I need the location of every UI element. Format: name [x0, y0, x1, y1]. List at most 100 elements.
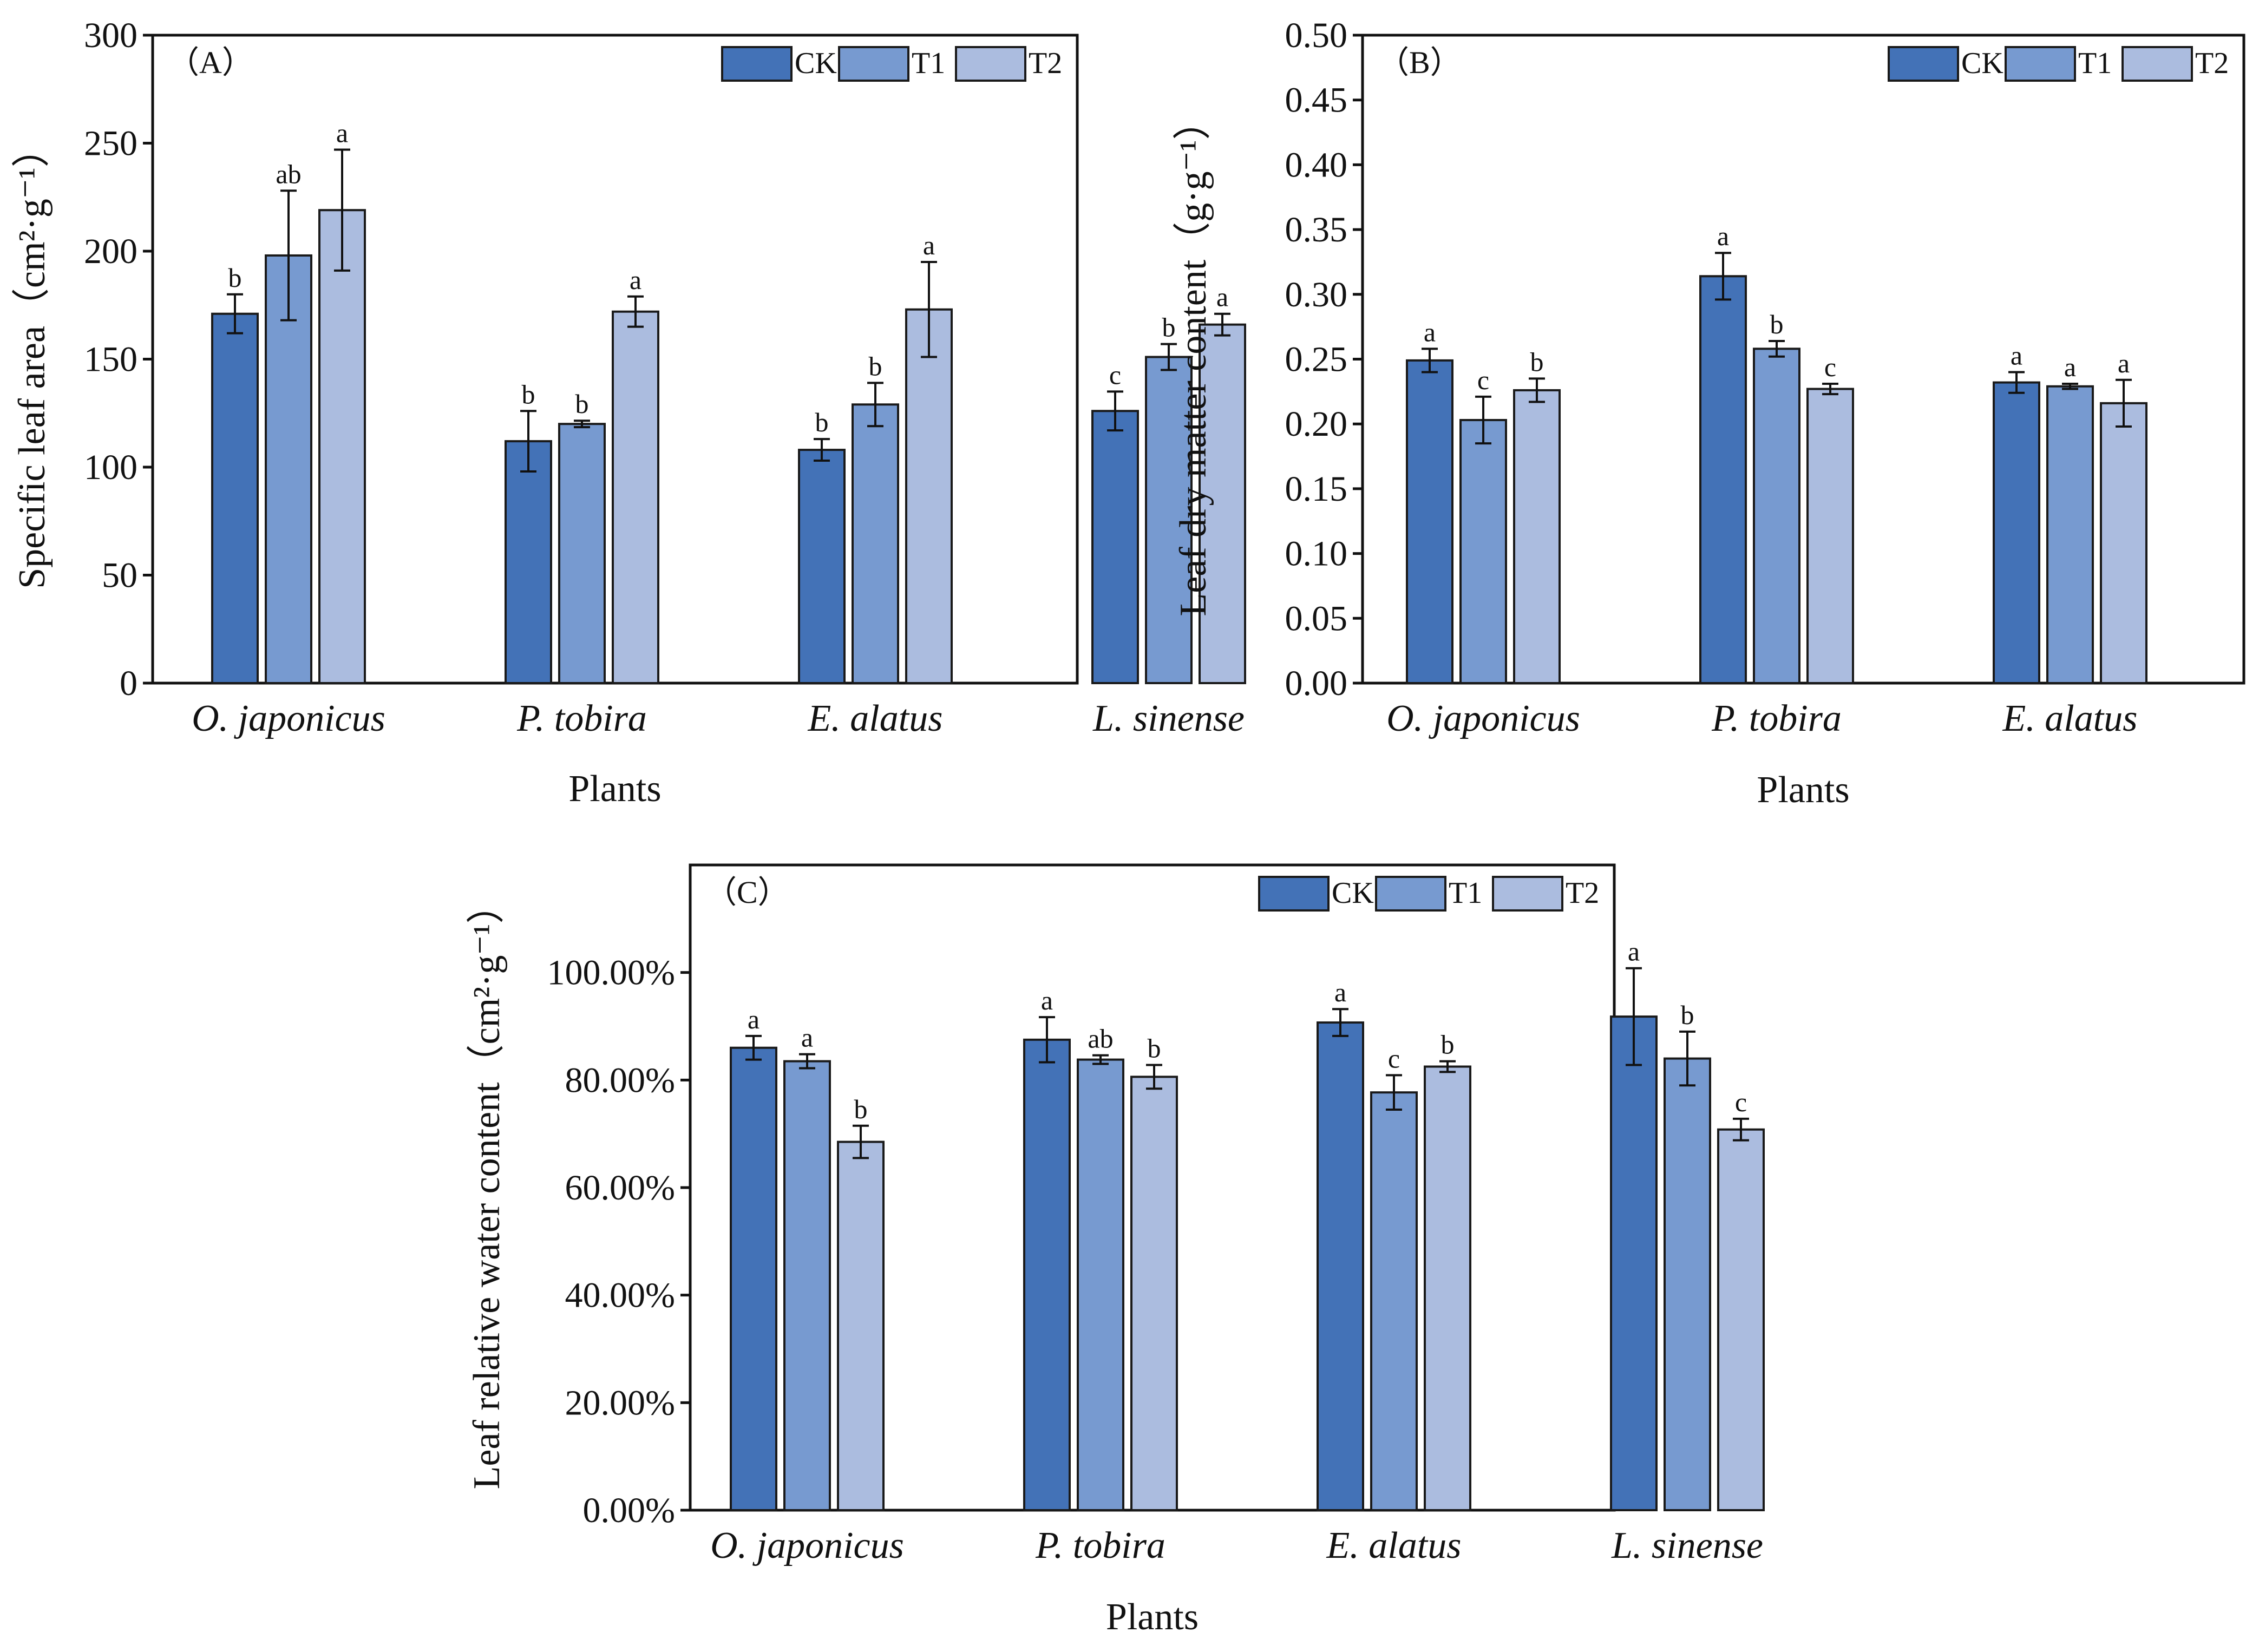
- significance-letter: a: [336, 117, 348, 148]
- x-axis-title: Plants: [1106, 1596, 1199, 1638]
- legend-label-t1: T1: [1449, 876, 1482, 910]
- legend-swatch-t1: [838, 46, 909, 82]
- legend-swatch-ck: [721, 46, 793, 82]
- chart-panel-b: 0.00 0.05 0.10 0.15 0.20 0.25 0.30 0.35 0.40 0.45…: [1173, 16, 2245, 811]
- significance-letter: b: [1681, 1000, 1694, 1030]
- bar-t1: [2046, 385, 2094, 684]
- y-tick-label: 0.20: [1285, 404, 1348, 444]
- x-tick-label: O. japonicus: [192, 698, 385, 739]
- significance-letter: b: [1530, 346, 1544, 377]
- legend-swatch-t2: [955, 46, 1026, 82]
- y-tick-label: 300: [84, 16, 137, 55]
- y-tick-label: 60.00%: [565, 1168, 675, 1208]
- bar-ck: [730, 1046, 777, 1511]
- y-axis-title: Specific leaf area（cm²·g⁻¹）: [11, 129, 53, 589]
- significance-letter: b: [522, 379, 535, 409]
- bar-t2: [612, 310, 659, 684]
- significance-letter: a: [630, 265, 641, 295]
- y-axis-title: Leaf dry matter content（g·g⁻¹）: [1173, 102, 1214, 616]
- x-axis-title: Plants: [568, 768, 661, 810]
- y-tick-label: 0: [120, 664, 137, 703]
- y-tick-label: 0.35: [1285, 210, 1348, 250]
- significance-letter: c: [1824, 352, 1836, 382]
- panel-label: （C）: [705, 875, 789, 910]
- significance-letter: a: [801, 1022, 813, 1053]
- legend-swatch-t2: [2122, 46, 2193, 82]
- legend-swatch-t2: [1492, 876, 1563, 912]
- y-tick-label: 0.30: [1285, 275, 1348, 314]
- significance-letter: b: [575, 389, 589, 419]
- y-tick-label: 150: [84, 340, 137, 379]
- bar-ck: [1406, 359, 1453, 684]
- bar-t1: [265, 254, 312, 685]
- bar-t2: [1424, 1065, 1471, 1511]
- bar-t2: [837, 1140, 885, 1511]
- y-tick-label: 0.40: [1285, 145, 1348, 185]
- x-tick-label: P. tobira: [516, 698, 647, 739]
- y-tick-label: 0.15: [1285, 469, 1348, 509]
- x-axis-title: Plants: [1757, 769, 1849, 811]
- significance-letter: c: [1109, 359, 1121, 390]
- y-tick-label: 80.00%: [565, 1060, 675, 1100]
- legend-swatch-t1: [2005, 46, 2076, 82]
- bar-ck: [1091, 410, 1139, 684]
- bar-t1: [783, 1060, 831, 1511]
- bar-t2: [1717, 1128, 1765, 1511]
- bar-t1: [1753, 348, 1800, 684]
- x-tick-label: E. alatus: [808, 698, 943, 739]
- bar-ck: [1023, 1038, 1071, 1512]
- legend-label-ck: CK: [1332, 876, 1374, 910]
- significance-letter: c: [1735, 1087, 1747, 1117]
- y-tick-label: 0.25: [1285, 340, 1348, 379]
- significance-letter: a: [1424, 317, 1436, 347]
- y-tick-label: 200: [84, 232, 137, 271]
- bar-ck: [1993, 381, 2040, 684]
- bar-ck: [505, 440, 552, 684]
- x-tick-label: L. sinense: [1092, 698, 1245, 739]
- bar-t1: [1145, 356, 1193, 684]
- bar-t1: [1370, 1091, 1418, 1512]
- significance-letter: a: [1628, 936, 1640, 967]
- bar-t2: [1199, 323, 1246, 684]
- panel-label: （A）: [168, 45, 253, 80]
- bar-ck: [1317, 1021, 1364, 1511]
- legend: CK T1 T2: [1258, 876, 1599, 912]
- x-tick-label: O. japonicus: [710, 1525, 904, 1566]
- significance-letter: b: [1441, 1030, 1455, 1060]
- y-tick-label: 20.00%: [565, 1383, 675, 1422]
- bar-ck: [798, 449, 846, 685]
- bar-ck: [1610, 1015, 1658, 1511]
- bar-t1: [1459, 419, 1507, 684]
- legend-label-t2: T2: [2195, 47, 2229, 80]
- x-tick-label: P. tobira: [1711, 698, 1842, 739]
- legend-label-t2: T2: [1566, 876, 1599, 910]
- x-tick-label: E. alatus: [1326, 1525, 1462, 1566]
- y-tick-label: 50: [102, 556, 137, 595]
- bar-t2: [905, 308, 953, 684]
- y-tick-label: 0.45: [1285, 81, 1348, 120]
- significance-letter: a: [748, 1004, 759, 1034]
- y-tick-label: 0.05: [1285, 599, 1348, 638]
- chart-panel-c: 0.00%20.00%40.00%60.00%80.00%100.00%aabO…: [466, 863, 1765, 1638]
- y-tick-label: 0.10: [1285, 534, 1348, 574]
- legend: CK T1 T2: [721, 46, 1062, 82]
- significance-letter: ab: [276, 159, 301, 189]
- legend-label-ck: CK: [795, 47, 837, 80]
- significance-letter: b: [869, 351, 882, 381]
- bar-t2: [1806, 388, 1854, 684]
- bar-t1: [852, 403, 899, 684]
- significance-letter: a: [2011, 340, 2022, 370]
- significance-letter: a: [1041, 985, 1053, 1015]
- bar-ck: [1699, 275, 1747, 684]
- significance-letter: a: [1216, 282, 1228, 312]
- bar-ck: [211, 312, 259, 684]
- significance-letter: a: [1334, 977, 1346, 1007]
- bar-t2: [1513, 389, 1561, 684]
- legend-swatch-ck: [1258, 876, 1330, 912]
- significance-letter: b: [1770, 309, 1784, 339]
- bar-t1: [1664, 1057, 1711, 1511]
- significance-letter: b: [228, 263, 242, 293]
- y-tick-label: 0.00: [1285, 664, 1348, 703]
- bar-t2: [318, 209, 366, 684]
